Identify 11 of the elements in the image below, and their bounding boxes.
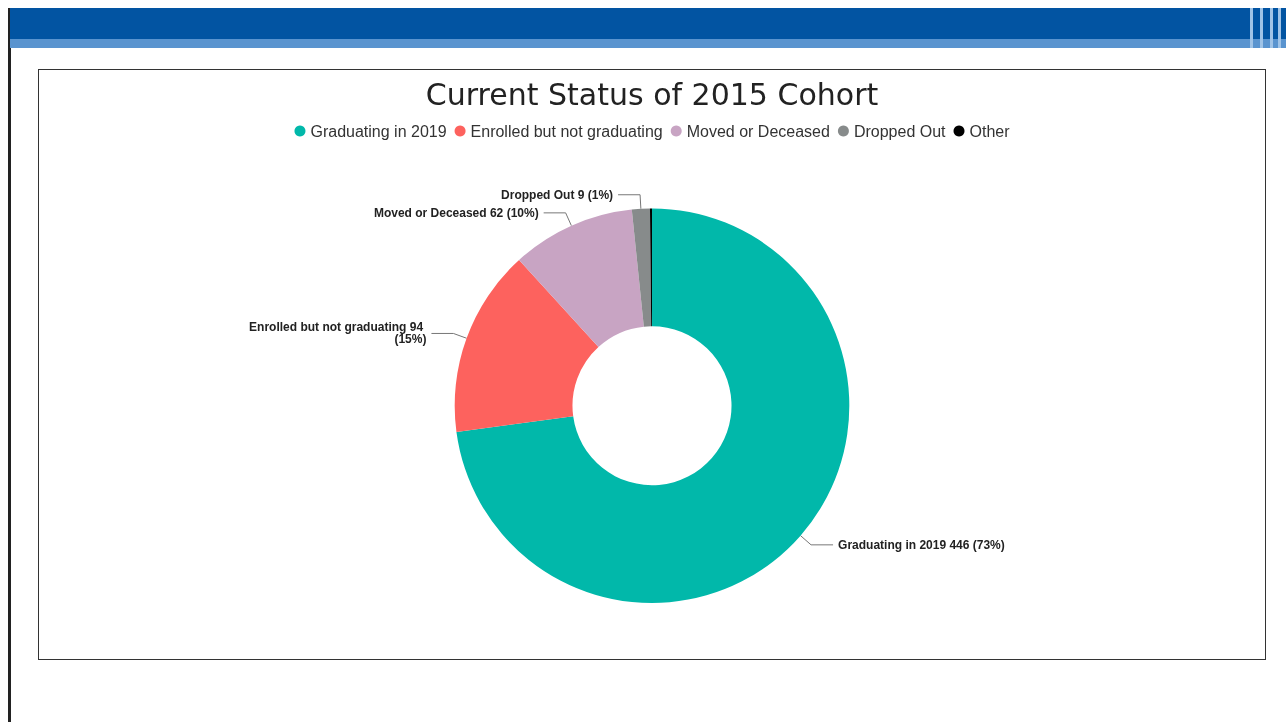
legend-label: Graduating in 2019	[310, 122, 447, 140]
category-label: Moved or Deceased 62 (10%)	[373, 205, 539, 220]
category-label: Dropped Out 9 (1%)	[501, 187, 614, 202]
category-label: Enrolled but not graduating 94	[249, 320, 424, 335]
legend-label: Moved or Deceased	[686, 122, 830, 140]
text: (15%)	[394, 332, 427, 347]
legend-label: Enrolled but not graduating	[470, 122, 663, 140]
category-label: Graduating in 2019 446 (73%)	[838, 537, 1005, 552]
chart-title: Current Status of 2015 Cohort	[425, 76, 879, 112]
legend-label: Dropped Out	[853, 122, 947, 140]
legend-label: Other	[969, 122, 1011, 140]
